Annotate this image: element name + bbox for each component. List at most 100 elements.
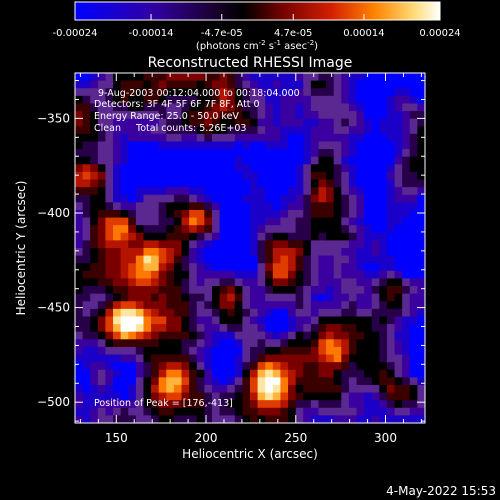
heatmap-cell (409, 346, 418, 355)
heatmap-cell (173, 88, 182, 97)
heatmap-cell (379, 270, 388, 279)
heatmap-cell (82, 377, 91, 386)
heatmap-cell (234, 346, 243, 355)
heatmap-cell (204, 331, 213, 340)
heatmap-cell (417, 362, 425, 371)
heatmap-cell (333, 111, 342, 120)
heatmap-cell (158, 308, 167, 317)
heatmap-cell (326, 126, 335, 135)
heatmap-cell (295, 240, 304, 249)
heatmap-cell (82, 255, 91, 264)
heatmap-cell (265, 171, 274, 180)
heatmap-cell (417, 149, 425, 158)
heatmap-cell (120, 384, 129, 393)
heatmap-cell (219, 225, 228, 234)
heatmap-cell (272, 217, 281, 226)
heatmap-cell (151, 156, 160, 165)
heatmap-cell (348, 118, 357, 127)
heatmap-cell (113, 209, 122, 218)
heatmap-cell (386, 301, 395, 310)
heatmap-cell (158, 73, 167, 82)
heatmap-cell (272, 263, 281, 272)
heatmap-cell (386, 171, 395, 180)
heatmap-cell (364, 415, 373, 423)
heatmap-cell (158, 164, 167, 173)
heatmap-cell (189, 164, 198, 173)
colorbar-gradient (74, 1, 441, 21)
heatmap-cell (227, 232, 236, 241)
heatmap-cell (128, 202, 137, 211)
heatmap-cell (90, 354, 99, 363)
heatmap-cell (90, 118, 99, 127)
heatmap-cell (173, 293, 182, 302)
heatmap-cell (113, 202, 122, 211)
heatmap-cell (128, 111, 137, 120)
heatmap-cell (234, 255, 243, 264)
heatmap-cell (227, 202, 236, 211)
heatmap-cell (257, 217, 266, 226)
heatmap-cell (341, 133, 350, 142)
heatmap-cell (166, 149, 175, 158)
heatmap-cell (409, 293, 418, 302)
heatmap-cell (97, 217, 106, 226)
heatmap-cell (75, 141, 84, 150)
heatmap-cell (204, 187, 213, 196)
heatmap-cell (211, 301, 220, 310)
heatmap-cell (402, 209, 411, 218)
heatmap-cell (82, 73, 91, 82)
heatmap-cell (318, 331, 327, 340)
heatmap-cell (341, 400, 350, 409)
heatmap-cell (379, 392, 388, 401)
heatmap-cell (417, 301, 425, 310)
heatmap-cell (272, 362, 281, 371)
heatmap-cell (356, 377, 365, 386)
heatmap-cell (181, 400, 190, 409)
heatmap-cell (120, 415, 129, 423)
heatmap-cell (97, 73, 106, 82)
heatmap-cell (379, 354, 388, 363)
heatmap-cell (379, 308, 388, 317)
heatmap-cell (326, 384, 335, 393)
heatmap-cell (90, 316, 99, 325)
heatmap-cell (417, 225, 425, 234)
heatmap-cell (386, 141, 395, 150)
heatmap-cell (371, 293, 380, 302)
heatmap-cell (75, 95, 84, 104)
heatmap-cell (151, 179, 160, 188)
heatmap-cell (196, 407, 205, 416)
heatmap-cell (310, 301, 319, 310)
heatmap-cell (158, 141, 167, 150)
heatmap-cell (75, 346, 84, 355)
heatmap-cell (189, 133, 198, 142)
heatmap-cell (326, 209, 335, 218)
heatmap-cell (257, 339, 266, 348)
heatmap-cell (303, 111, 312, 120)
heatmap-cell (189, 354, 198, 363)
heatmap-cell (219, 346, 228, 355)
heatmap-cell (196, 240, 205, 249)
heatmap-cell (386, 324, 395, 333)
heatmap-cell (196, 209, 205, 218)
heatmap-cell (250, 187, 259, 196)
heatmap-cell (219, 377, 228, 386)
heatmap-cell (166, 362, 175, 371)
heatmap-cell (371, 133, 380, 142)
heatmap-cell (356, 286, 365, 295)
heatmap-cell (189, 331, 198, 340)
heatmap-cell (219, 217, 228, 226)
heatmap-cell (227, 339, 236, 348)
heatmap-cell (204, 384, 213, 393)
heatmap-cell (211, 278, 220, 287)
heatmap-cell (181, 209, 190, 218)
heatmap-cell (75, 400, 84, 409)
heatmap-cell (143, 118, 152, 127)
heatmap-cell (128, 293, 137, 302)
heatmap-cell (402, 118, 411, 127)
heatmap-cell (82, 95, 91, 104)
heatmap-cell (272, 255, 281, 264)
heatmap-cell (128, 286, 137, 295)
heatmap-cell (417, 255, 425, 264)
heatmap-cell (364, 118, 373, 127)
heatmap-cell (371, 164, 380, 173)
heatmap-cell (158, 339, 167, 348)
